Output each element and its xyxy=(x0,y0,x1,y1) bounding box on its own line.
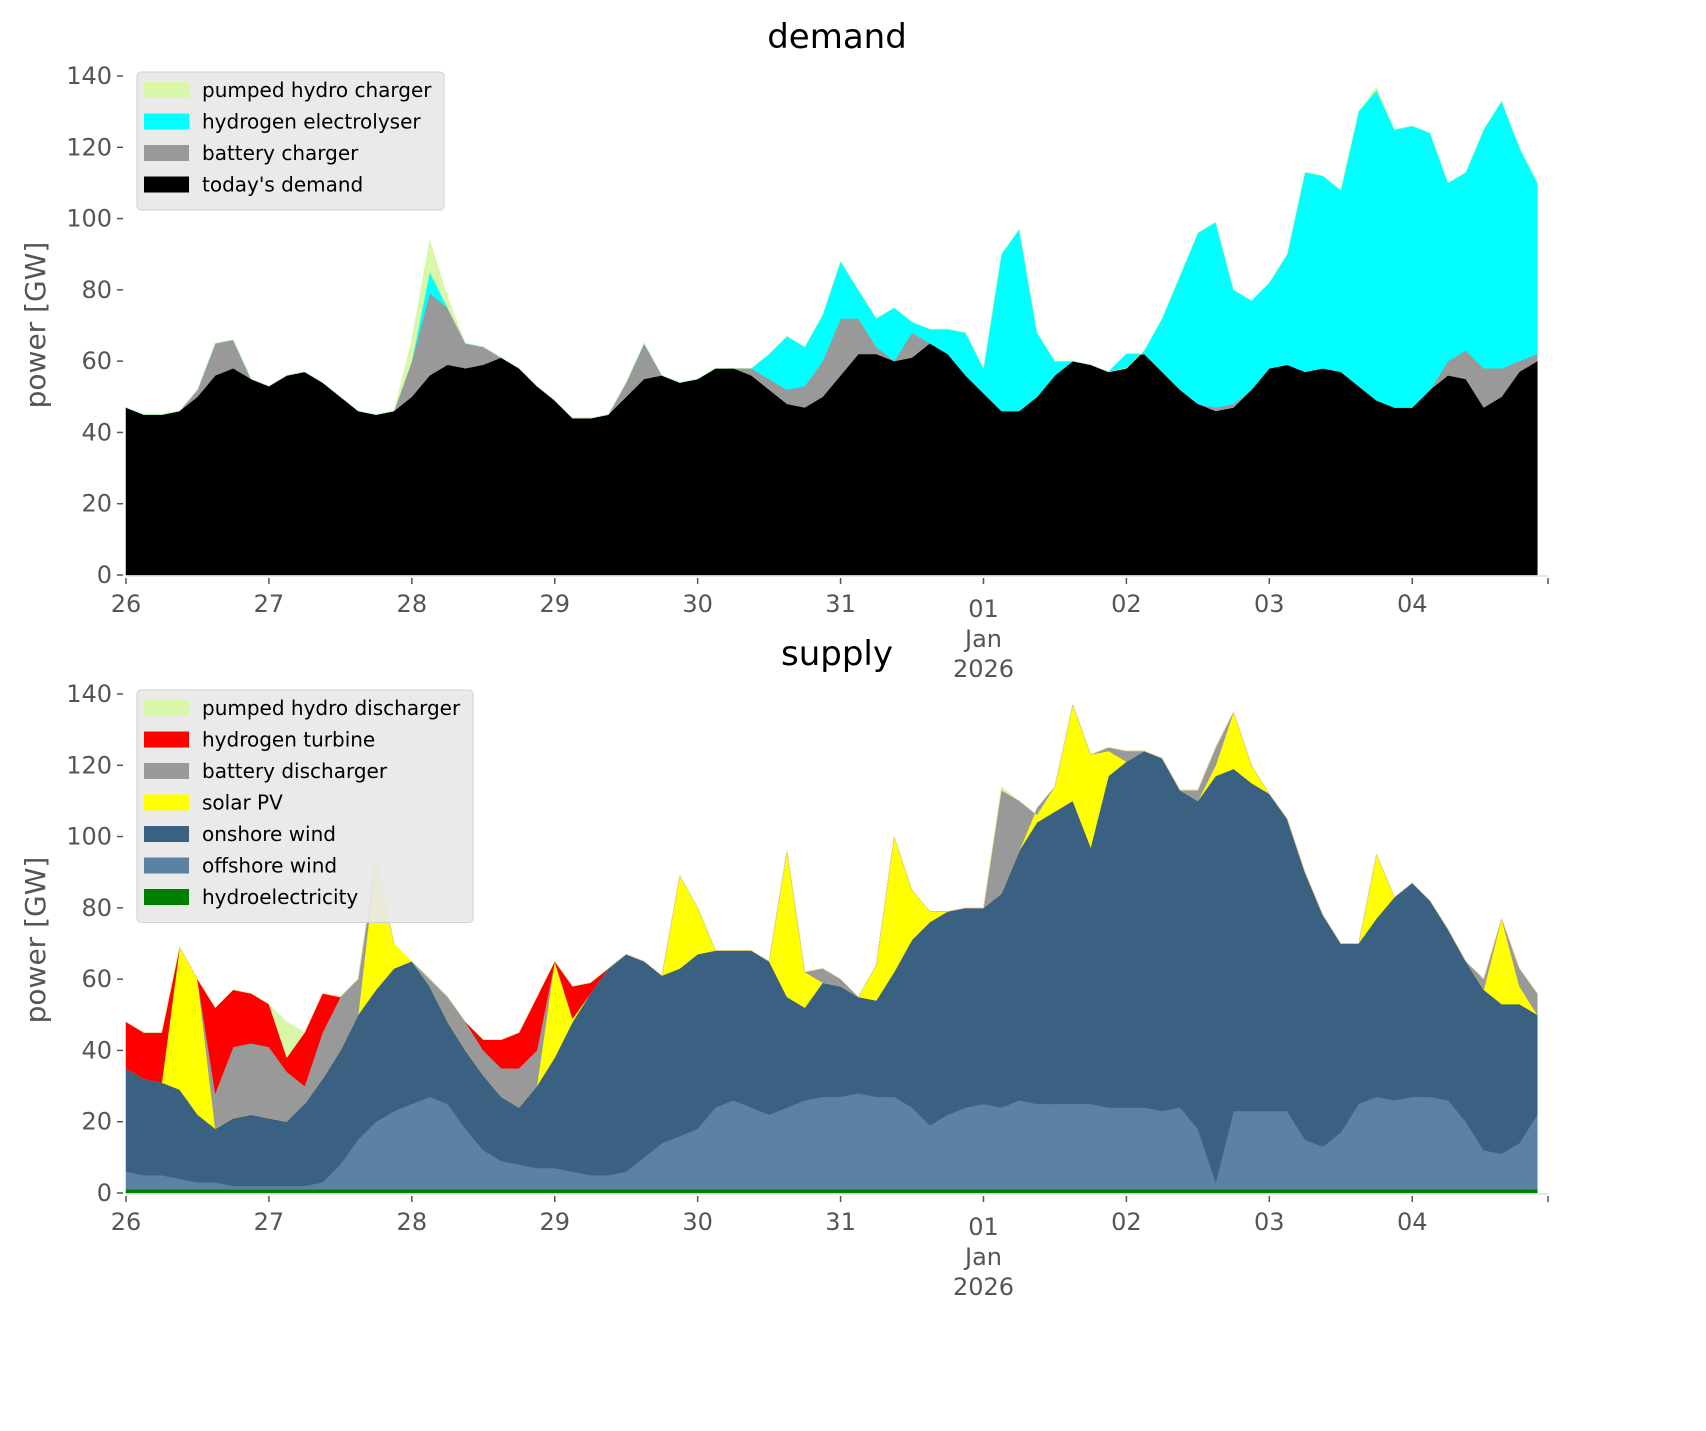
legend-label-battery-discharger: battery discharger xyxy=(202,759,388,783)
y-tick-label: 80 xyxy=(81,894,112,922)
y-tick-label: 0 xyxy=(97,1179,112,1207)
legend-label-onshore-wind: onshore wind xyxy=(202,822,336,846)
legend-label-pumped-hydro-discharger: pumped hydro discharger xyxy=(202,696,461,720)
legend-label-hydroelectricity: hydroelectricity xyxy=(202,885,358,909)
y-tick-label: 0 xyxy=(97,561,112,589)
x-tick-label: 31 xyxy=(825,1208,856,1236)
legend-swatch-solar-pv xyxy=(144,794,189,811)
legend-box xyxy=(136,689,474,923)
x-tick-label: 03 xyxy=(1254,590,1285,618)
legend-label-hydrogen-electrolyser: hydrogen electrolyser xyxy=(202,110,421,134)
x-tick-label: 28 xyxy=(397,590,428,618)
supply-legend: pumped hydro discharger hydrogen turbine b… xyxy=(136,689,474,923)
y-tick-label: 120 xyxy=(66,133,112,161)
legend-swatch-pumped-hydro-discharger xyxy=(144,700,189,716)
legend-swatch-pumped-hydro-charger xyxy=(144,82,189,98)
x-tick-label: 02 xyxy=(1111,1208,1142,1236)
legend-label-solar-pv: solar PV xyxy=(202,791,283,815)
x-tick-label: Jan xyxy=(963,625,1002,653)
supply-y-label: power [GW] xyxy=(19,857,52,1024)
x-tick-label: 04 xyxy=(1397,590,1428,618)
x-tick-label: 29 xyxy=(539,590,570,618)
x-tick-label: 30 xyxy=(682,1208,713,1236)
x-tick-label: 02 xyxy=(1111,590,1142,618)
demand-y-label: power [GW] xyxy=(19,242,52,409)
legend-box xyxy=(136,71,445,211)
x-tick-label: 27 xyxy=(254,1208,285,1236)
demand-areas xyxy=(125,86,1538,576)
y-tick-label: 80 xyxy=(81,276,112,304)
x-tick-label: 01 xyxy=(968,595,999,623)
legend-label-hydrogen-turbine: hydrogen turbine xyxy=(202,728,375,752)
x-tick-label: 28 xyxy=(397,1208,428,1236)
legend-swatch-battery-charger xyxy=(144,145,189,161)
y-tick-label: 120 xyxy=(66,751,112,779)
x-tick-label: 2026 xyxy=(953,655,1014,683)
legend-label-battery-charger: battery charger xyxy=(202,141,359,165)
legend-swatch-hydrogen-turbine xyxy=(144,731,189,748)
area-pumped-hydro-discharger xyxy=(125,703,1538,1059)
demand-title: demand xyxy=(767,17,907,57)
supply-areas xyxy=(125,703,1538,1194)
x-tick-label: Jan xyxy=(963,1243,1002,1271)
y-tick-label: 140 xyxy=(66,680,112,708)
x-tick-label: 2026 xyxy=(953,1273,1014,1301)
x-tick-label: 01 xyxy=(968,1213,999,1241)
y-tick-label: 100 xyxy=(66,205,112,233)
legend-label-pumped-hydro-charger: pumped hydro charger xyxy=(202,78,432,102)
supply-y-axis: 0 20 40 60 80 100 120 140 xyxy=(66,680,123,1207)
legend-swatch-hydroelectricity xyxy=(144,889,189,905)
legend-label-today-s-demand: today's demand xyxy=(202,173,363,197)
legend-label-offshore-wind: offshore wind xyxy=(202,854,337,878)
x-tick-label: 03 xyxy=(1254,1208,1285,1236)
y-tick-label: 60 xyxy=(81,965,112,993)
y-tick-label: 40 xyxy=(81,1036,112,1064)
y-tick-label: 100 xyxy=(66,823,112,851)
y-tick-label: 60 xyxy=(81,347,112,375)
y-tick-label: 20 xyxy=(81,490,112,518)
x-tick-label: 26 xyxy=(111,590,142,618)
x-tick-label: 30 xyxy=(682,590,713,618)
x-tick-label: 04 xyxy=(1397,1208,1428,1236)
legend-swatch-onshore-wind xyxy=(144,826,189,842)
area-pumped-hydro-charger xyxy=(125,86,1538,419)
demand-y-axis: 0 20 40 60 80 100 120 140 xyxy=(66,62,123,589)
legend-swatch-today-s-demand xyxy=(144,176,189,193)
x-tick-label: 27 xyxy=(254,590,285,618)
demand-legend: pumped hydro charger hydrogen electrolyse… xyxy=(136,71,445,211)
legend-swatch-battery-discharger xyxy=(144,763,189,779)
x-tick-label: 31 xyxy=(825,590,856,618)
x-tick-label: 26 xyxy=(111,1208,142,1236)
y-tick-label: 140 xyxy=(66,62,112,90)
area-hydroelectricity xyxy=(125,1189,1538,1194)
y-tick-label: 40 xyxy=(81,418,112,446)
supply-title: supply xyxy=(781,634,893,674)
legend-swatch-hydrogen-electrolyser xyxy=(144,113,189,130)
y-tick-label: 20 xyxy=(81,1108,112,1136)
legend-swatch-offshore-wind xyxy=(144,857,189,874)
x-tick-label: 29 xyxy=(539,1208,570,1236)
